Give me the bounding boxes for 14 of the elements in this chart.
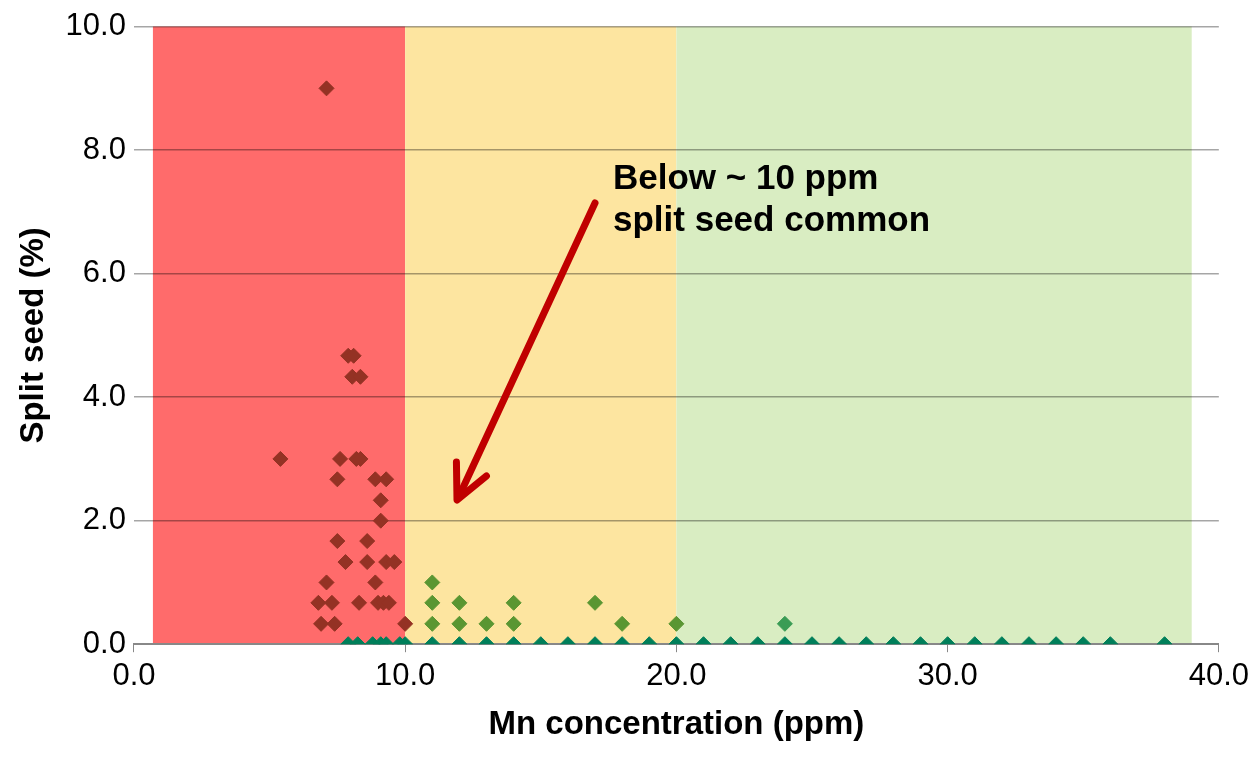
y-tick-label: 2.0 xyxy=(82,501,126,537)
y-tick-label: 4.0 xyxy=(82,377,126,413)
x-tick-label: 0.0 xyxy=(112,657,156,693)
x-tick-label: 40.0 xyxy=(1188,657,1249,693)
x-tick-label: 30.0 xyxy=(917,657,978,693)
annotation: Below ~ 10 ppm split seed common xyxy=(613,156,931,240)
y-tick-label: 10.0 xyxy=(65,7,126,43)
x-axis-title: Mn concentration (ppm) xyxy=(488,704,865,742)
x-tick-label: 10.0 xyxy=(374,657,436,693)
y-tick-label: 6.0 xyxy=(82,254,126,290)
y-tick-label: 8.0 xyxy=(82,130,126,166)
y-tick-label: 0.0 xyxy=(82,624,126,660)
x-tick-label: 20.0 xyxy=(646,657,707,693)
y-axis-title: Split seed (%) xyxy=(12,227,50,444)
